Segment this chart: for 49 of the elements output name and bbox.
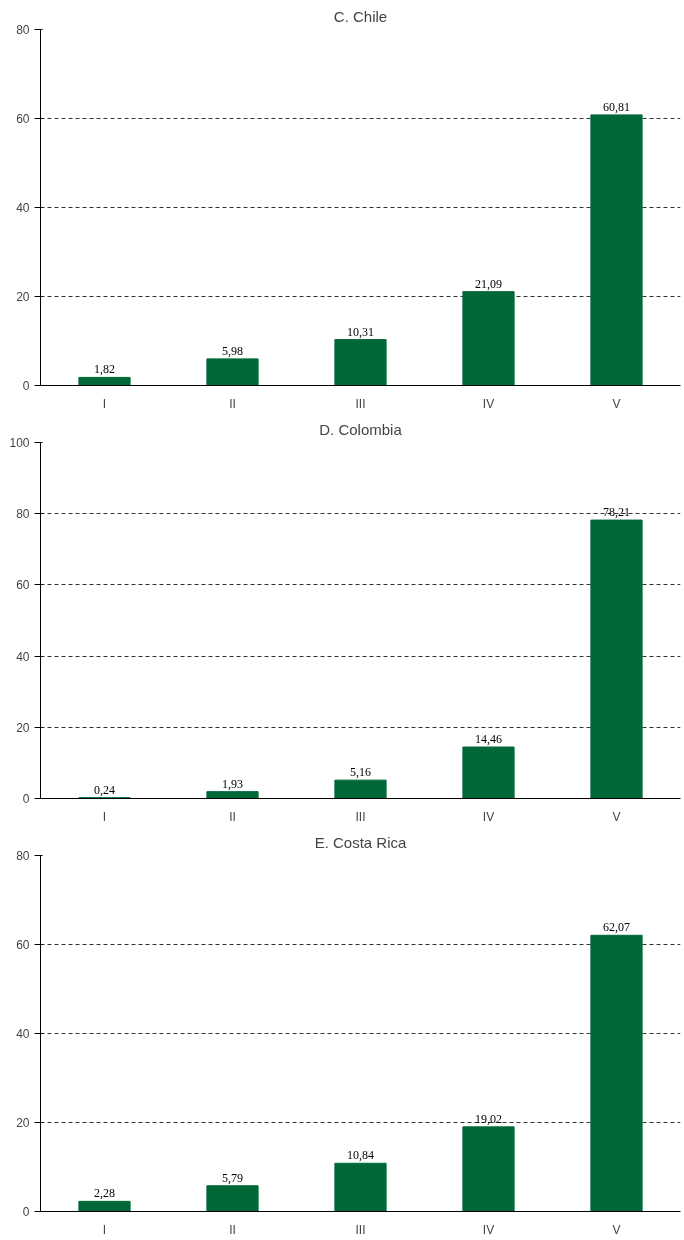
data-label: 19,02	[475, 1111, 502, 1126]
data-label: 1,82	[94, 362, 115, 377]
data-label: 5,16	[350, 765, 371, 780]
x-tick-label: IV	[482, 396, 495, 411]
x-tick-label: IV	[482, 809, 495, 824]
y-tick-label: 0	[22, 1205, 30, 1219]
y-tick-label: 60	[16, 938, 30, 952]
y-tick-label: 80	[16, 507, 30, 522]
x-tick-label: II	[229, 1222, 236, 1237]
data-label: 2,28	[94, 1186, 115, 1201]
x-tick-label: II	[229, 809, 236, 824]
data-label: 10,84	[347, 1148, 374, 1163]
y-tick-label: 40	[16, 201, 30, 215]
data-label: 21,09	[475, 276, 502, 291]
data-label: 10,31	[347, 324, 374, 339]
y-tick-label: 60	[16, 578, 30, 593]
y-tick-label: 20	[16, 1116, 30, 1130]
data-label: 62,07	[603, 920, 630, 935]
chart-title: E. Costa Rica	[314, 833, 408, 851]
y-tick-label: 0	[22, 792, 30, 806]
y-tick-label: 80	[16, 849, 30, 863]
data-label: 60,81	[603, 99, 630, 114]
data-label: 5,79	[222, 1170, 243, 1185]
y-tick-label: 20	[16, 290, 30, 304]
x-tick-label: V	[612, 396, 621, 411]
x-tick-label: II	[229, 396, 236, 411]
data-label: 1,93	[222, 776, 243, 791]
x-tick-label: III	[355, 396, 366, 411]
y-tick-label: 60	[16, 112, 30, 126]
x-tick-label: V	[612, 809, 621, 824]
x-tick-label: III	[355, 809, 366, 824]
data-label: 0,24	[94, 782, 115, 797]
y-tick-label: 100	[9, 436, 30, 450]
x-tick-label: V	[612, 1222, 621, 1237]
x-tick-label: IV	[482, 1222, 495, 1237]
x-tick-label: I	[102, 396, 107, 411]
data-label: 78,21	[603, 505, 630, 520]
y-tick-label: 40	[16, 649, 30, 664]
x-tick-label: I	[102, 809, 107, 824]
x-tick-label: I	[102, 1222, 107, 1237]
y-tick-label: 20	[16, 720, 30, 735]
chart-title: D. Colombia	[319, 420, 403, 438]
x-tick-label: III	[355, 1222, 366, 1237]
y-tick-label: 0	[22, 379, 30, 393]
data-label: 5,98	[222, 343, 243, 358]
y-tick-label: 40	[16, 1027, 30, 1041]
chart-title: C. Chile	[333, 7, 388, 25]
y-tick-label: 80	[16, 23, 30, 37]
data-label: 14,46	[475, 732, 502, 747]
